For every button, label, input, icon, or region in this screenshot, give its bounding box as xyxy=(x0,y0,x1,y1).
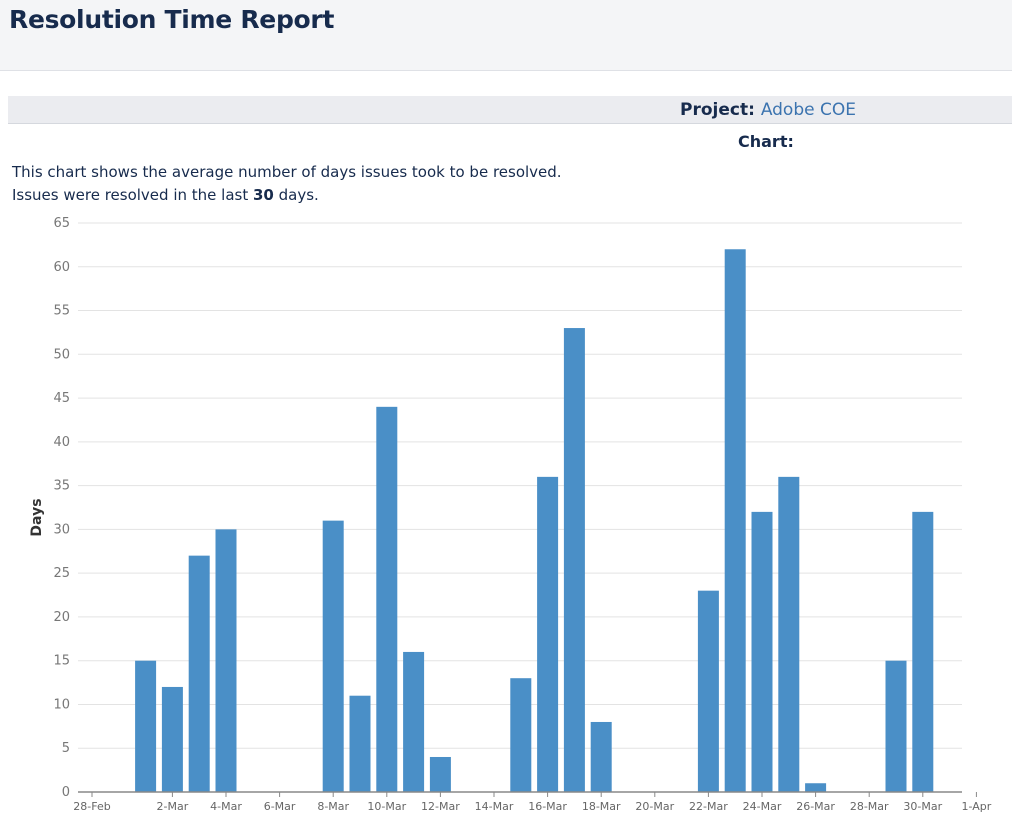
bar xyxy=(885,660,907,792)
y-tick-label: 35 xyxy=(53,479,70,494)
project-filter: Project: Adobe COE xyxy=(680,100,856,120)
x-tick-label: 28-Mar xyxy=(850,800,889,813)
y-tick-label: 25 xyxy=(53,566,70,581)
bar xyxy=(349,695,371,792)
description-line-1: This chart shows the average number of d… xyxy=(12,163,562,181)
x-tick-label: 26-Mar xyxy=(796,800,835,813)
y-tick-label: 0 xyxy=(62,785,70,800)
bar xyxy=(429,756,451,792)
resolution-time-chart: 0 5 10 15 20 25 30 35 40 45 50 55 60 65 Days 28-Feb 2-Ma… xyxy=(29,216,992,813)
y-tick-label: 60 xyxy=(53,260,70,275)
x-tick-label: 20-Mar xyxy=(635,800,674,813)
description-line-2: Issues were resolved in the last 30 days… xyxy=(12,184,562,207)
x-tick-label: 8-Mar xyxy=(317,800,349,813)
bar xyxy=(805,783,827,792)
x-tick-label: 10-Mar xyxy=(367,800,406,813)
y-tick-label: 15 xyxy=(53,654,70,669)
x-tick-label: 6-Mar xyxy=(264,800,296,813)
bar xyxy=(215,529,237,792)
y-tick-label: 40 xyxy=(53,435,70,450)
page-title: Resolution Time Report xyxy=(9,5,335,34)
y-tick-label: 50 xyxy=(53,347,70,362)
bar xyxy=(563,328,585,792)
bar xyxy=(778,476,800,792)
y-axis-title: Days xyxy=(29,498,45,536)
project-label: Project: xyxy=(680,100,755,120)
bar xyxy=(912,511,934,792)
bar xyxy=(537,476,559,792)
bar xyxy=(751,511,773,792)
bar xyxy=(322,520,344,792)
x-tick-label: 12-Mar xyxy=(421,800,460,813)
days-count: 30 xyxy=(252,186,274,204)
x-tick-label: 1-Apr xyxy=(962,800,992,813)
x-tick-label: 22-Mar xyxy=(689,800,728,813)
project-link[interactable]: Adobe COE xyxy=(760,100,856,120)
y-tick-label: 10 xyxy=(53,697,70,712)
x-tick-label: 4-Mar xyxy=(210,800,242,813)
page-header: Resolution Time Report xyxy=(0,0,1012,71)
bar xyxy=(724,249,746,792)
filter-bar xyxy=(8,96,1012,124)
bar xyxy=(590,721,612,792)
bar xyxy=(135,660,157,792)
report-description: This chart shows the average number of d… xyxy=(12,161,562,207)
x-tick-label: 30-Mar xyxy=(903,800,942,813)
x-tick-label: 16-Mar xyxy=(528,800,567,813)
bar xyxy=(510,678,532,792)
y-tick-label: 30 xyxy=(53,522,70,537)
bar xyxy=(161,686,183,792)
y-tick-label: 65 xyxy=(53,216,70,231)
chart-label: Chart: xyxy=(738,132,794,151)
y-tick-label: 20 xyxy=(53,610,70,625)
bar xyxy=(188,555,210,792)
x-tick-label: 28-Feb xyxy=(73,800,110,813)
x-tick-label: 14-Mar xyxy=(475,800,514,813)
description-suffix: days. xyxy=(273,186,319,204)
bar xyxy=(697,590,719,792)
x-tick-label: 18-Mar xyxy=(582,800,621,813)
bar xyxy=(376,406,398,792)
y-tick-label: 5 xyxy=(62,741,70,756)
bar xyxy=(403,651,425,792)
x-tick-label: 2-Mar xyxy=(157,800,189,813)
x-tick-label: 24-Mar xyxy=(743,800,782,813)
y-tick-label: 55 xyxy=(53,304,70,319)
description-prefix: Issues were resolved in the last xyxy=(12,186,253,204)
y-tick-label: 45 xyxy=(53,391,70,406)
